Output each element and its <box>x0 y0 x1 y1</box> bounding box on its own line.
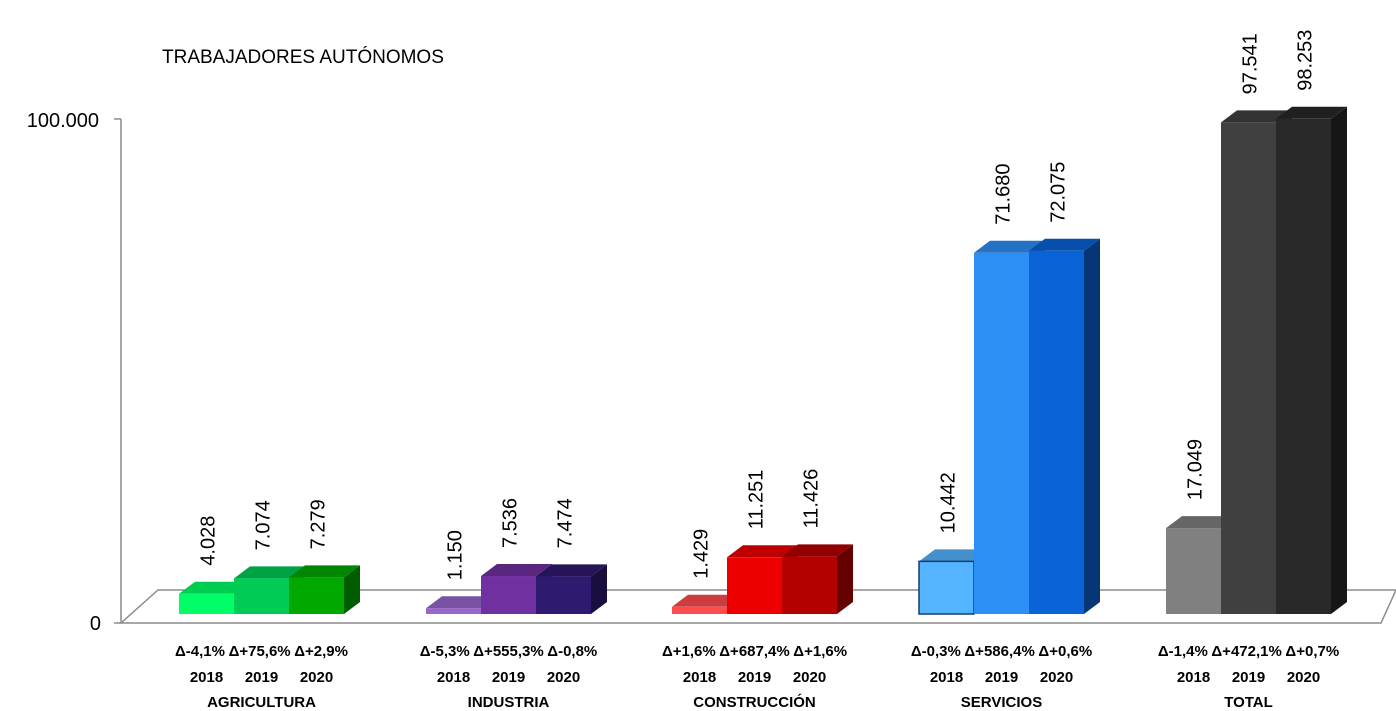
delta-label: Δ-5,3% Δ+555,3% Δ-0,8% <box>420 643 598 660</box>
bar-top <box>1221 110 1292 123</box>
bar-front <box>974 252 1029 615</box>
data-label: 7.279 <box>308 499 330 549</box>
year-label: 2018 <box>1177 669 1210 686</box>
bar <box>289 565 360 614</box>
chart-bars <box>179 106 1347 615</box>
year-label: 2020 <box>300 669 333 686</box>
bar-front <box>672 606 727 614</box>
bar-top <box>1276 106 1347 119</box>
bar <box>179 581 250 614</box>
y-tick-label: 0 <box>90 613 101 635</box>
bar-front <box>1029 250 1084 614</box>
year-label: 2019 <box>245 669 278 686</box>
category-label: TOTAL <box>1224 694 1273 711</box>
category-label: INDUSTRIA <box>468 694 550 711</box>
bar-side <box>1331 106 1347 615</box>
bar-front <box>1166 528 1221 614</box>
data-label: 7.474 <box>555 498 577 548</box>
bar <box>1276 106 1347 615</box>
data-label: 11.251 <box>746 470 768 530</box>
y-tick-label: 100.000 <box>27 110 99 132</box>
data-label: 72.075 <box>1048 162 1070 223</box>
data-label: 4.028 <box>198 516 220 566</box>
year-label: 2018 <box>930 669 963 686</box>
bar-front <box>727 557 782 614</box>
bar-side <box>344 565 360 614</box>
year-label: 2018 <box>190 669 223 686</box>
bar-front <box>234 578 289 614</box>
bar-top <box>727 545 798 558</box>
delta-label: Δ-1,4% Δ+472,1% Δ+0,7% <box>1158 643 1339 660</box>
bar-front <box>1221 122 1276 614</box>
bar-front <box>536 576 591 614</box>
delta-label: Δ-0,3% Δ+586,4% Δ+0,6% <box>911 643 1092 660</box>
bar-top <box>974 240 1045 253</box>
bar-side <box>591 564 607 614</box>
year-label: 2020 <box>1287 669 1320 686</box>
year-label: 2018 <box>437 669 470 686</box>
year-label: 2020 <box>1040 669 1073 686</box>
year-label: 2020 <box>793 669 826 686</box>
delta-label: Δ-4,1% Δ+75,6% Δ+2,9% <box>175 643 348 660</box>
year-label: 2019 <box>738 669 771 686</box>
chart-labels: 4.028 7.074 7.279 Δ-4,1% Δ+75,6% Δ+2,9% 2018… <box>175 30 1339 711</box>
data-label: 1.429 <box>691 529 713 579</box>
bar <box>1029 238 1100 614</box>
bar-top <box>782 544 853 557</box>
year-label: 2019 <box>1232 669 1265 686</box>
bar-front <box>426 608 481 614</box>
bar <box>782 544 853 614</box>
bar-side <box>1084 238 1100 614</box>
bar-top <box>481 564 552 577</box>
category-label: CONSTRUCCIÓN <box>693 693 816 711</box>
bar-top <box>1029 238 1100 251</box>
data-label: 98.253 <box>1295 30 1317 91</box>
delta-label: Δ+1,6% Δ+687,4% Δ+1,6% <box>662 643 847 660</box>
bar-front <box>179 593 234 614</box>
data-label: 7.074 <box>253 500 275 550</box>
data-label: 10.442 <box>938 472 960 533</box>
bar-top <box>1166 516 1237 529</box>
bar-top <box>672 594 743 607</box>
data-label: 1.150 <box>445 530 467 580</box>
year-label: 2019 <box>985 669 1018 686</box>
category-label: AGRICULTURA <box>207 694 316 711</box>
bar-front <box>782 556 837 614</box>
bar-front <box>918 560 975 615</box>
year-label: 2020 <box>547 669 580 686</box>
year-label: 2019 <box>492 669 525 686</box>
bar-front <box>1276 118 1331 615</box>
bar <box>536 564 607 614</box>
category-label: SERVICIOS <box>961 694 1042 711</box>
bar-side <box>837 544 853 614</box>
bar-top <box>919 549 990 562</box>
data-label: 17.049 <box>1185 439 1207 500</box>
data-label: 97.541 <box>1240 33 1262 94</box>
data-label: 11.426 <box>801 469 823 529</box>
bar-top <box>179 581 250 594</box>
bar-front <box>289 577 344 614</box>
data-label: 7.536 <box>500 498 522 548</box>
bar-top <box>289 565 360 578</box>
bar-top <box>234 566 305 579</box>
chart-title: TRABAJADORES AUTÓNOMOS <box>162 46 444 68</box>
year-label: 2018 <box>683 669 716 686</box>
bar-top <box>426 596 497 609</box>
bar-front <box>481 576 536 614</box>
bar-top <box>536 564 607 577</box>
data-label: 71.680 <box>993 164 1015 225</box>
